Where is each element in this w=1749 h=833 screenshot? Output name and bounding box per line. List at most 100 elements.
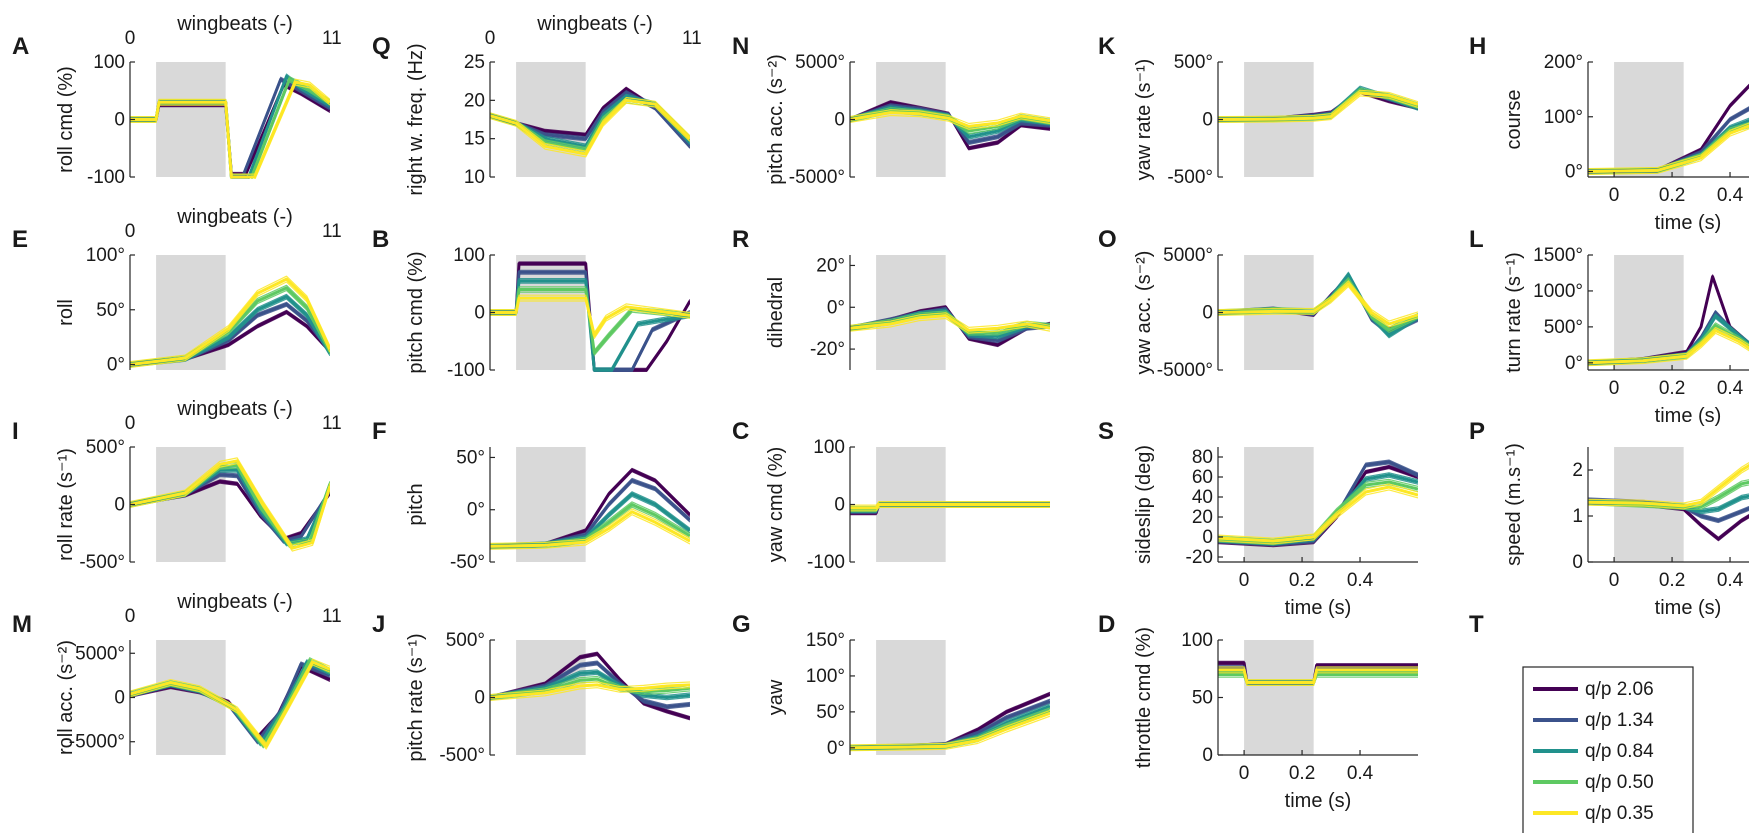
series-line-5 — [1218, 489, 1418, 545]
y-axis-label: yaw — [765, 679, 787, 715]
y-tick-label: 0° — [467, 500, 485, 521]
series-line-5 — [1588, 128, 1749, 175]
series-line-5 — [1218, 672, 1418, 686]
panel-letter-H: H — [1469, 33, 1486, 60]
top-tick-label: 11 — [322, 28, 342, 49]
series-line-5 — [850, 506, 1050, 512]
x-tick-label: 0.2 — [1289, 570, 1315, 591]
y-tick-label: 100° — [1544, 107, 1583, 128]
panel-letter-R: R — [732, 226, 749, 253]
series-line-2 — [490, 661, 690, 709]
y-tick-label: 100° — [806, 666, 845, 687]
series-group — [130, 73, 330, 179]
series-group — [490, 467, 690, 550]
y-tick-label: 0° — [827, 738, 845, 759]
x-tick-label: 0 — [1609, 570, 1620, 591]
panel-K: K -500° 0 500° yaw rate (s⁻¹) — [1098, 33, 1418, 188]
y-tick-label: 0 — [1202, 303, 1213, 324]
series-line-5 — [1588, 467, 1749, 510]
series-line-5 — [490, 96, 690, 152]
top-tick-label: 11 — [322, 221, 342, 242]
y-axis-label: pitch acc. (s⁻²) — [765, 54, 787, 185]
series-line-5 — [850, 503, 1050, 510]
y-axis-label: right w. freq. (Hz) — [405, 43, 427, 195]
y-axis-label: turn rate (s⁻¹) — [1503, 252, 1525, 373]
series-group — [850, 305, 1050, 348]
series-line-5 — [850, 114, 1050, 130]
y-tick-label: 500° — [1544, 317, 1583, 338]
x-tick-label: 0 — [1609, 378, 1620, 399]
panel-N: N -5000° 0 5000° pitch acc. (s⁻²) — [732, 33, 1050, 188]
y-tick-label: -5000° — [1157, 360, 1213, 381]
x-tick-label: 0.2 — [1659, 185, 1685, 206]
panel-Q: Q 10 15 20 25 right w. freq. (Hz) 0 11 wingbeats… — [372, 13, 702, 196]
y-tick-label: 0° — [827, 297, 845, 318]
y-tick-label: -20 — [1186, 547, 1213, 568]
top-axis-label: wingbeats (-) — [176, 206, 293, 228]
legend-label-5: q/p 0.35 — [1585, 803, 1654, 824]
series-line-5 — [850, 715, 1050, 752]
panel-J: J -500° 0 500° pitch rate (s⁻¹) — [372, 611, 690, 766]
panel-T: Tq/p 2.06 q/p 1.34 q/p 0.84 q/p 0.50 q/p 0.3… — [1469, 611, 1694, 833]
y-tick-label: 100 — [1181, 630, 1213, 651]
series-line-5 — [130, 459, 330, 550]
series-line-5 — [1218, 666, 1418, 681]
panel-letter-P: P — [1469, 418, 1485, 445]
top-tick-label: 0 — [125, 413, 136, 434]
series-line-4 — [1588, 484, 1749, 510]
y-tick-label: 0 — [834, 495, 845, 516]
panel-R: R -20° 0° 20° dihedral — [732, 226, 1050, 370]
series-group — [130, 457, 330, 552]
series-line-2 — [490, 660, 690, 706]
y-axis-label: yaw acc. (s⁻²) — [1133, 251, 1155, 375]
panel-letter-B: B — [372, 226, 389, 253]
series-line-5 — [1218, 95, 1418, 123]
stimulus-shade — [1244, 640, 1314, 755]
panel-letter-C: C — [732, 418, 749, 445]
series-line-5 — [490, 514, 690, 550]
series-group — [850, 501, 1050, 516]
panel-letter-M: M — [12, 611, 32, 638]
series-line-3 — [490, 669, 690, 696]
y-tick-label: 2 — [1572, 460, 1583, 481]
series-line-5 — [490, 102, 690, 158]
y-tick-label: 50° — [816, 702, 845, 723]
y-tick-label: 100° — [86, 245, 125, 266]
series-line-5 — [1588, 329, 1749, 365]
y-tick-label: -100 — [447, 360, 485, 381]
x-tick-label: 0.4 — [1717, 570, 1744, 591]
x-tick-label: 0.4 — [1717, 185, 1744, 206]
legend-label-3: q/p 0.84 — [1585, 741, 1654, 762]
series-line-5 — [130, 281, 330, 368]
top-tick-label: 11 — [682, 28, 702, 49]
y-axis-label: pitch — [405, 483, 427, 525]
y-axis-label: roll — [55, 299, 77, 326]
y-tick-label: 60 — [1192, 467, 1213, 488]
series-line-5 — [490, 687, 690, 701]
panel-letter-L: L — [1469, 226, 1484, 253]
panel-letter-A: A — [12, 33, 29, 60]
y-tick-label: 15 — [464, 129, 485, 150]
x-tick-label: 0.2 — [1659, 378, 1685, 399]
y-tick-label: 1 — [1572, 506, 1583, 527]
series-line-5 — [490, 683, 690, 699]
y-tick-label: 500° — [86, 437, 125, 458]
series-line-5 — [130, 78, 330, 175]
y-tick-label: 150° — [806, 630, 845, 651]
x-tick-label: 0.4 — [1347, 570, 1374, 591]
panel-letter-Q: Q — [372, 33, 391, 60]
y-tick-label: 0 — [114, 495, 125, 516]
y-tick-label: -500° — [439, 745, 485, 766]
series-line-5 — [850, 109, 1050, 125]
y-tick-label: 20° — [816, 255, 845, 276]
stimulus-shade — [156, 447, 226, 562]
panel-letter-D: D — [1098, 611, 1115, 638]
y-axis-label: course — [1503, 89, 1525, 149]
y-tick-label: 0 — [1202, 745, 1213, 766]
stimulus-shade — [156, 62, 226, 177]
y-axis-label: dihedral — [765, 277, 787, 348]
y-axis-label: pitch cmd (%) — [405, 251, 427, 373]
